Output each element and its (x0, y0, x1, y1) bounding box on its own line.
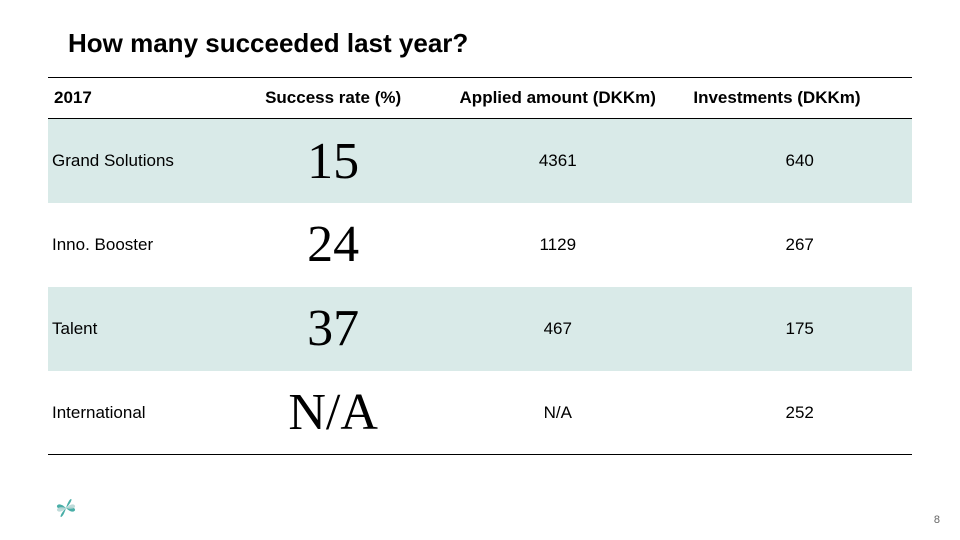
invest-value: 640 (687, 119, 912, 203)
success-rate-value: N/A (238, 371, 428, 455)
table-row: International N/A N/A 252 (48, 371, 912, 455)
success-rate-value: 24 (238, 203, 428, 287)
row-label: International (48, 371, 238, 455)
slide-title: How many succeeded last year? (68, 28, 912, 59)
applied-value: N/A (428, 371, 687, 455)
row-label: Grand Solutions (48, 119, 238, 203)
table-row: Grand Solutions 15 4361 640 (48, 119, 912, 203)
success-rate-value: 37 (238, 287, 428, 371)
invest-value: 267 (687, 203, 912, 287)
table-row: Talent 37 467 175 (48, 287, 912, 371)
col-header-year: 2017 (48, 78, 238, 119)
applied-value: 1129 (428, 203, 687, 287)
col-header-success-rate: Success rate (%) (238, 78, 428, 119)
col-header-applied: Applied amount (DKKm) (428, 78, 687, 119)
success-rate-value: 15 (238, 119, 428, 203)
success-table: 2017 Success rate (%) Applied amount (DK… (48, 77, 912, 455)
logo-icon (48, 490, 84, 526)
page-number: 8 (934, 514, 940, 526)
table-row: Inno. Booster 24 1129 267 (48, 203, 912, 287)
col-header-investments: Investments (DKKm) (687, 78, 912, 119)
applied-value: 4361 (428, 119, 687, 203)
applied-value: 467 (428, 287, 687, 371)
invest-value: 252 (687, 371, 912, 455)
row-label: Inno. Booster (48, 203, 238, 287)
invest-value: 175 (687, 287, 912, 371)
row-label: Talent (48, 287, 238, 371)
table-header-row: 2017 Success rate (%) Applied amount (DK… (48, 78, 912, 119)
